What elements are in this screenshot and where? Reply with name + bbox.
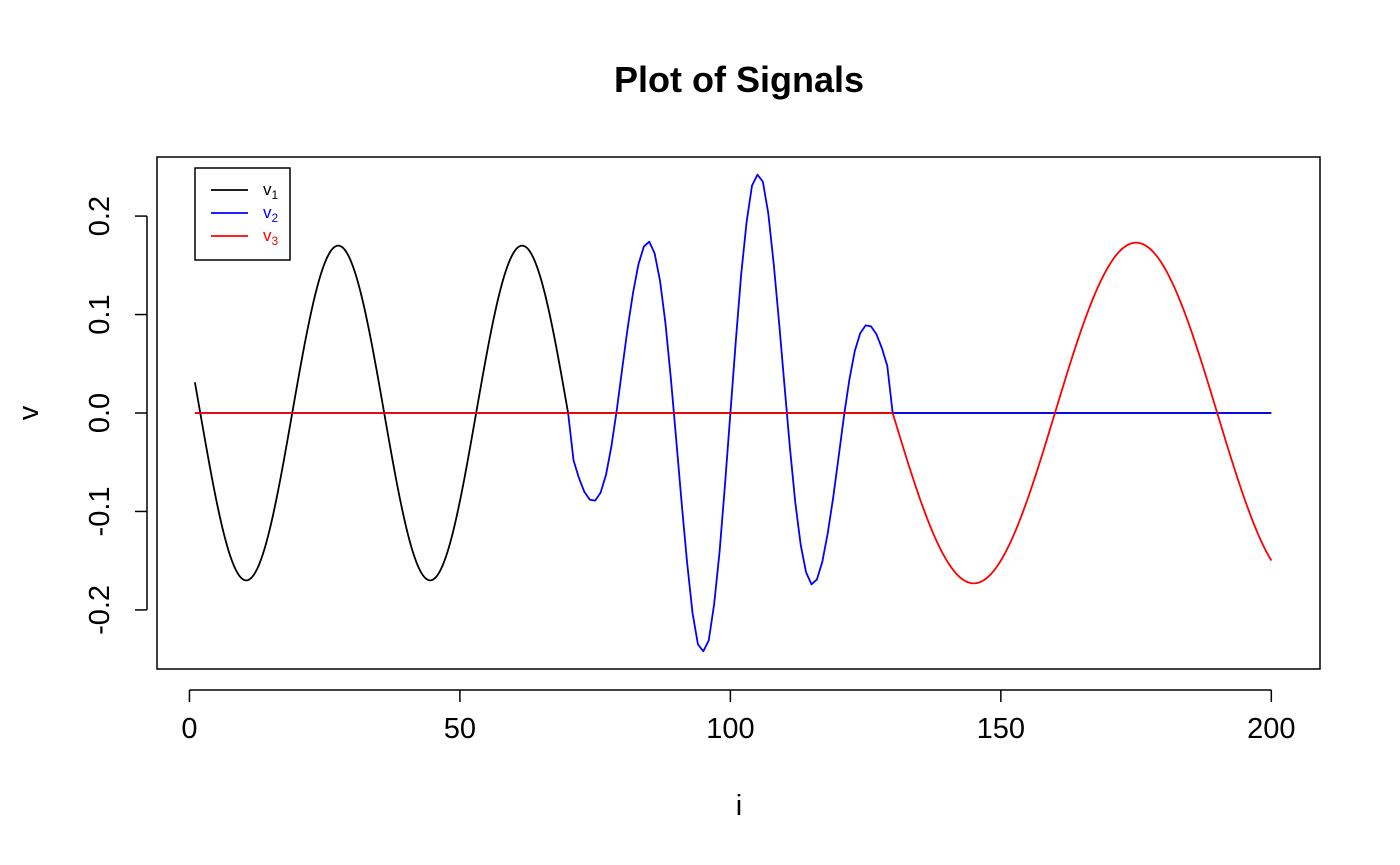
plot-frame [156, 156, 1321, 670]
y-axis-label: v [13, 405, 45, 420]
series-layer [193, 173, 1273, 653]
y-tick-label: -0.1 [84, 486, 116, 536]
y-tick-label: 0.0 [84, 393, 116, 433]
y-tick-label: 0.1 [84, 294, 116, 334]
legend-box [194, 167, 291, 261]
series-line-v1 [193, 244, 1272, 582]
x-tick-label: 0 [181, 713, 197, 745]
legend-label-v3: v3 [263, 226, 279, 248]
chart-title: Plot of Signals [614, 59, 864, 100]
x-tick-label: 50 [444, 713, 476, 745]
legend-label-v2: v2 [263, 203, 279, 225]
x-tick-label: 200 [1247, 713, 1295, 745]
y-axis: -0.2 -0.1 0.0 0.1 0.2 [84, 196, 148, 635]
legend-label-v1: v1 [263, 180, 279, 202]
x-tick-label: 150 [977, 713, 1025, 745]
x-axis: 0 50 100 150 200 [181, 689, 1296, 745]
y-tick-label: 0.2 [84, 196, 116, 236]
y-tick-label: -0.2 [84, 585, 116, 635]
x-axis-label: i [736, 790, 742, 822]
x-tick-label: 100 [706, 713, 754, 745]
series-line-v3 [194, 241, 1273, 585]
